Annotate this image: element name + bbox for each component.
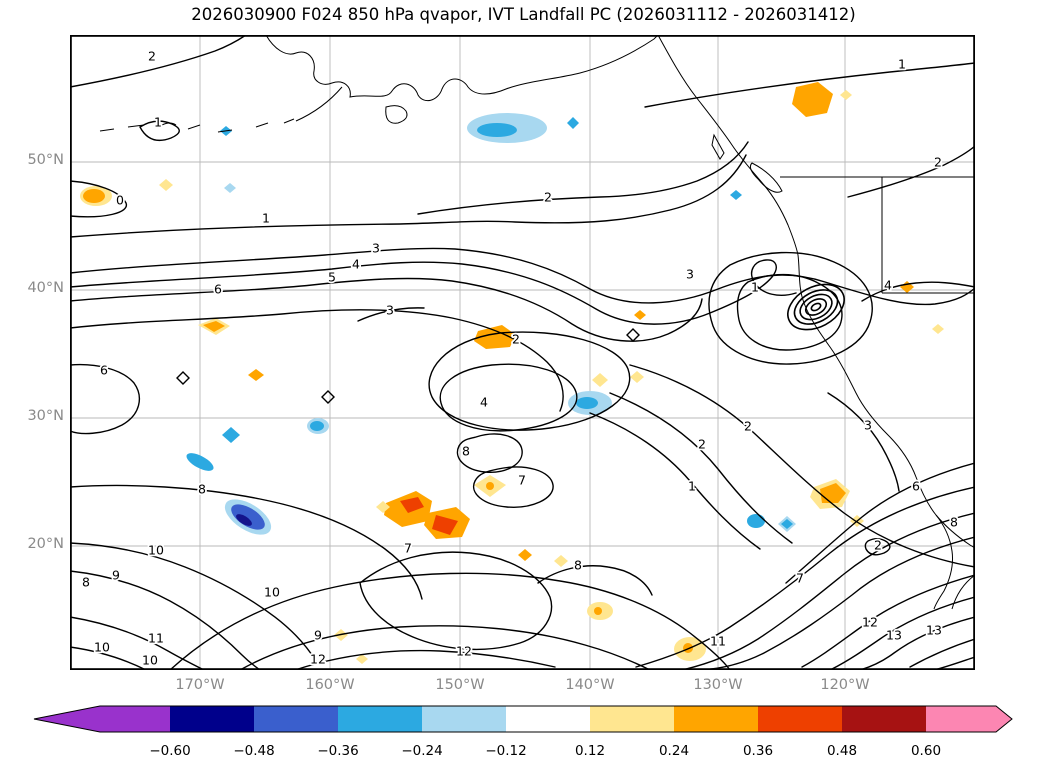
contour-label: 8	[950, 515, 958, 530]
colorbar-segment	[506, 706, 590, 732]
sensitivity-shading	[80, 82, 944, 664]
contour-label: 10	[94, 640, 110, 655]
y-tick-label: 50°N	[8, 152, 64, 168]
colorbar-tick-label: 0.12	[575, 743, 605, 759]
colorbar-segment	[422, 706, 506, 732]
contour-label: 11	[148, 631, 164, 646]
colorbar-tick-label: −0.60	[149, 743, 190, 759]
contour-label: 12	[310, 652, 326, 667]
contour-label: 3	[386, 303, 394, 318]
contour-label: 4	[352, 257, 360, 272]
contour-label: 10	[264, 585, 280, 600]
colorbar-segment	[170, 706, 254, 732]
colorbar-segment	[338, 706, 422, 732]
contour-label: 2	[544, 190, 552, 205]
contour-label: 8	[462, 444, 470, 459]
contour-label: 1	[898, 57, 906, 72]
colorbar-tick-label: 0.24	[659, 743, 689, 759]
contour-label: 8	[198, 482, 206, 497]
contour-label: 3	[686, 267, 694, 282]
colorbar: −0.60 −0.48 −0.36 −0.24 −0.12 0.12 0.24 0.36 0.4…	[0, 698, 1047, 762]
contour-label: 1	[154, 115, 162, 130]
x-tick-label: 170°W	[160, 677, 240, 693]
contour-label: 9	[314, 628, 322, 643]
contour-label: 13	[886, 628, 902, 643]
contour-label: 2	[744, 419, 752, 434]
y-tick-label: 30°N	[8, 408, 64, 424]
colorbar-tick-label: −0.48	[233, 743, 274, 759]
colorbar-over-arrow	[926, 706, 1012, 732]
contour-label: 2	[934, 155, 942, 170]
contour-label: 2	[148, 49, 156, 64]
contour-label: 13	[926, 623, 942, 638]
contour-label: 3	[864, 418, 872, 433]
colorbar-tick-label: 0.60	[911, 743, 941, 759]
contour-label: 11	[710, 634, 726, 649]
contour-label: 10	[148, 543, 164, 558]
colorbar-tick-label: 0.36	[743, 743, 773, 759]
contour-label: 1	[262, 211, 270, 226]
contour-label: 7	[518, 473, 526, 488]
contour-label: 3	[372, 241, 380, 256]
colorbar-segment	[758, 706, 842, 732]
contour-label: 8	[82, 575, 90, 590]
x-tick-label: 120°W	[805, 677, 885, 693]
colorbar-tick-label: 0.48	[827, 743, 857, 759]
x-tick-label: 150°W	[420, 677, 500, 693]
contour-label: 1	[688, 479, 696, 494]
colorbar-segment	[674, 706, 758, 732]
contour-label: 12	[456, 644, 472, 659]
colorbar-under-arrow	[34, 706, 170, 732]
contour-label: 4	[884, 278, 892, 293]
contour-label: 2	[512, 332, 520, 347]
colorbar-segment	[254, 706, 338, 732]
contour-label: 2	[874, 538, 882, 553]
contour-label: 6	[100, 363, 108, 378]
contour-label: 6	[214, 282, 222, 297]
y-tick-label: 40°N	[8, 280, 64, 296]
contour-label: 8	[574, 558, 582, 573]
y-tick-label: 20°N	[8, 536, 64, 552]
x-tick-label: 160°W	[290, 677, 370, 693]
chart-title: 2026030900 F024 850 hPa qvapor, IVT Land…	[0, 5, 1047, 24]
contour-label: 10	[142, 653, 158, 668]
contour-label: 12	[862, 615, 878, 630]
contour-label: 4	[480, 395, 488, 410]
contour-label: 5	[328, 270, 336, 285]
map-canvas: 2101212345634132487232168109810789111010…	[70, 35, 975, 670]
map-plot: 2101212345634132487232168109810789111010…	[70, 35, 975, 670]
contour-label: 7	[796, 571, 804, 586]
contour-label: 9	[112, 568, 120, 583]
contour-label: 6	[912, 479, 920, 494]
contour-label: 1	[751, 280, 759, 295]
colorbar-tick-label: −0.12	[485, 743, 526, 759]
colorbar-segment	[842, 706, 926, 732]
figure: 2026030900 F024 850 hPa qvapor, IVT Land…	[0, 0, 1047, 765]
x-tick-label: 130°W	[678, 677, 758, 693]
contour-label: 0	[116, 193, 124, 208]
colorbar-tick-label: −0.36	[317, 743, 358, 759]
contour-label: 2	[698, 437, 706, 452]
colorbar-segment	[590, 706, 674, 732]
x-tick-label: 140°W	[550, 677, 630, 693]
contour-label: 7	[404, 541, 412, 556]
colorbar-tick-label: −0.24	[401, 743, 442, 759]
colorbar-canvas: −0.60 −0.48 −0.36 −0.24 −0.12 0.12 0.24 0.36 0.4…	[0, 698, 1047, 762]
